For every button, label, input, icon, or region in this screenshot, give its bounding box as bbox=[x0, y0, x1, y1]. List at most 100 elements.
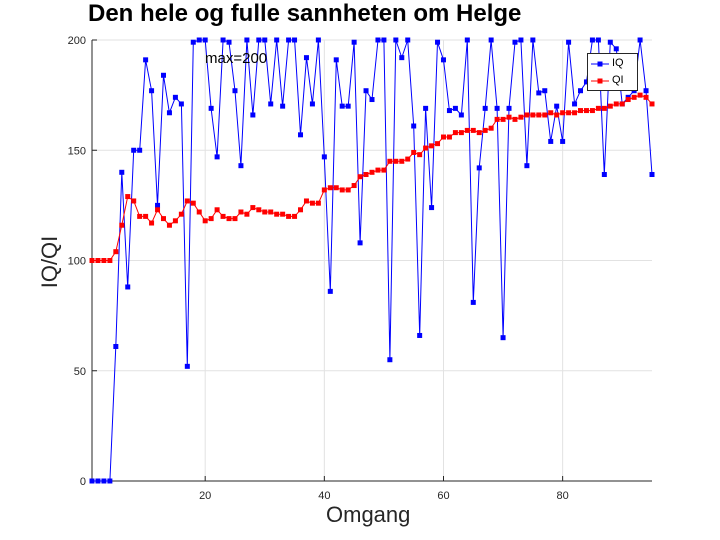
data-point-qi bbox=[160, 216, 166, 222]
data-point-qi bbox=[417, 152, 423, 158]
data-point-qi bbox=[214, 207, 220, 213]
legend-label-iq: IQ bbox=[612, 57, 624, 69]
data-point-iq bbox=[601, 172, 607, 178]
data-point-iq bbox=[160, 72, 166, 78]
data-point-iq bbox=[226, 39, 232, 45]
data-point-iq bbox=[572, 101, 578, 107]
data-point-qi bbox=[637, 92, 643, 98]
data-point-qi bbox=[172, 218, 178, 224]
data-point-qi bbox=[524, 112, 530, 118]
data-point-iq bbox=[262, 37, 268, 43]
data-point-iq bbox=[298, 132, 304, 138]
data-point-iq bbox=[292, 37, 298, 43]
x-tick-label: 80 bbox=[557, 490, 569, 502]
data-point-qi bbox=[411, 149, 417, 155]
data-point-iq bbox=[548, 138, 554, 144]
data-point-iq bbox=[333, 57, 339, 63]
data-point-qi bbox=[500, 116, 506, 122]
data-point-qi bbox=[89, 258, 95, 263]
data-point-qi bbox=[298, 207, 304, 213]
data-point-iq bbox=[512, 39, 518, 45]
data-point-qi bbox=[226, 216, 232, 222]
data-point-qi bbox=[202, 218, 208, 224]
data-point-iq bbox=[506, 105, 512, 111]
data-point-qi bbox=[440, 134, 446, 140]
data-point-iq bbox=[208, 105, 214, 111]
data-point-qi bbox=[363, 172, 369, 178]
y-tick-label: 0 bbox=[80, 476, 86, 488]
data-point-qi bbox=[470, 127, 476, 133]
data-point-iq bbox=[613, 46, 619, 52]
data-point-iq bbox=[166, 110, 172, 116]
data-point-iq bbox=[143, 57, 149, 63]
data-point-qi bbox=[619, 101, 625, 107]
data-point-qi bbox=[387, 158, 393, 164]
chart-title: Den hele og fulle sannheten om Helge bbox=[88, 0, 522, 27]
data-point-qi bbox=[303, 198, 309, 204]
data-point-qi bbox=[256, 207, 262, 213]
data-point-qi bbox=[494, 116, 500, 122]
data-point-qi bbox=[566, 110, 572, 116]
data-point-qi bbox=[369, 169, 375, 175]
data-point-iq bbox=[184, 363, 190, 369]
data-point-iq bbox=[381, 37, 387, 43]
data-point-qi bbox=[583, 108, 589, 114]
data-point-qi bbox=[119, 222, 125, 228]
x-tick-label: 60 bbox=[437, 490, 449, 502]
data-point-iq bbox=[393, 37, 399, 43]
legend-swatch-iq bbox=[591, 61, 609, 67]
data-point-iq bbox=[309, 101, 315, 107]
data-point-iq bbox=[327, 288, 333, 294]
data-point-qi bbox=[512, 116, 518, 122]
data-point-iq bbox=[113, 343, 119, 349]
data-point-iq bbox=[494, 105, 500, 111]
data-point-iq bbox=[250, 112, 256, 118]
data-point-qi bbox=[286, 213, 292, 219]
data-point-iq bbox=[464, 37, 470, 43]
data-point-iq bbox=[607, 39, 613, 45]
data-point-iq bbox=[238, 163, 244, 169]
data-point-qi bbox=[536, 112, 542, 118]
y-tick-label: 50 bbox=[74, 366, 86, 378]
data-point-qi bbox=[131, 198, 137, 204]
data-point-qi bbox=[649, 101, 655, 107]
data-point-qi bbox=[578, 108, 584, 114]
data-point-iq bbox=[375, 37, 381, 43]
data-point-qi bbox=[399, 158, 405, 164]
data-point-qi bbox=[101, 258, 107, 263]
data-point-qi bbox=[572, 110, 578, 116]
data-point-qi bbox=[196, 209, 202, 215]
data-point-qi bbox=[166, 222, 172, 228]
data-point-qi bbox=[232, 216, 238, 222]
data-point-qi bbox=[542, 112, 548, 118]
data-point-qi bbox=[488, 125, 494, 131]
data-point-qi bbox=[220, 213, 226, 219]
data-point-qi bbox=[381, 167, 387, 173]
x-tick-label: 40 bbox=[318, 490, 330, 502]
data-point-iq bbox=[458, 112, 464, 118]
data-point-iq bbox=[256, 37, 262, 43]
data-point-qi bbox=[375, 167, 381, 173]
data-point-qi bbox=[393, 158, 399, 164]
data-point-iq bbox=[315, 37, 321, 43]
data-point-iq bbox=[452, 105, 458, 111]
data-point-qi bbox=[262, 209, 268, 215]
data-point-iq bbox=[435, 39, 441, 45]
data-point-iq bbox=[178, 101, 184, 107]
data-point-qi bbox=[595, 105, 601, 111]
data-point-qi bbox=[143, 213, 149, 219]
data-point-qi bbox=[560, 110, 566, 116]
legend-swatch-qi bbox=[591, 78, 609, 84]
data-point-qi bbox=[274, 211, 280, 217]
data-point-iq bbox=[190, 39, 196, 45]
data-point-iq bbox=[107, 478, 113, 484]
data-point-qi bbox=[113, 249, 119, 255]
data-point-qi bbox=[333, 185, 339, 191]
data-point-qi bbox=[429, 143, 435, 149]
data-point-qi bbox=[321, 187, 327, 193]
data-point-iq bbox=[446, 108, 452, 114]
data-point-iq bbox=[411, 123, 417, 129]
data-point-iq bbox=[357, 240, 363, 246]
data-point-qi bbox=[464, 127, 470, 133]
